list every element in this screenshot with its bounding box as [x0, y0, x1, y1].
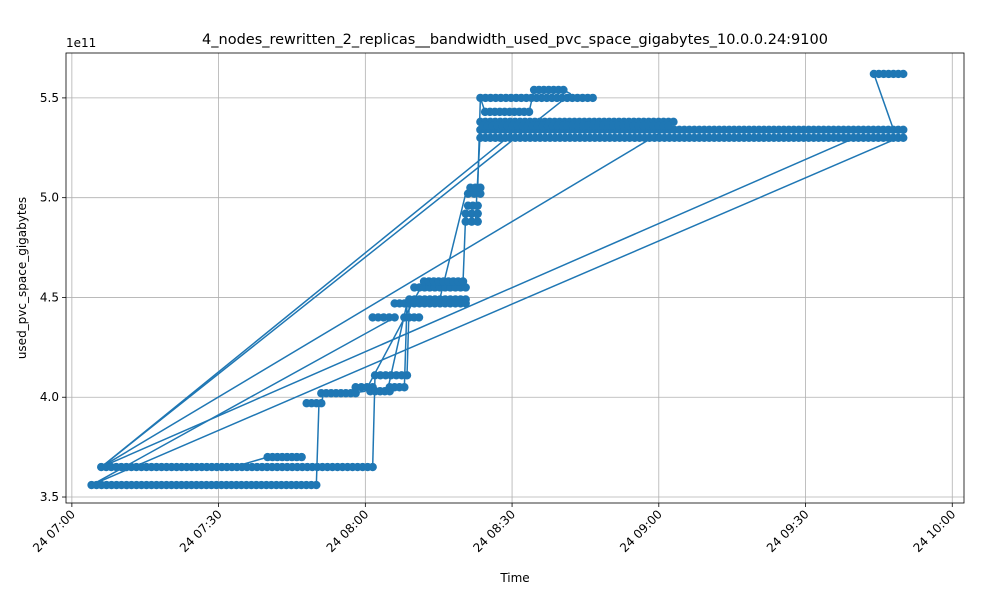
data-point: [473, 201, 482, 210]
y-tick-label: 5.0: [40, 191, 59, 205]
data-point: [351, 389, 360, 398]
data-point: [524, 107, 534, 117]
series-connector-line: [100, 133, 865, 468]
y-tick-label: 5.5: [40, 91, 59, 105]
data-point: [458, 277, 468, 286]
series-connector-line: [100, 133, 660, 468]
data-point: [467, 209, 476, 218]
series-connector-line: [315, 403, 320, 486]
data-point: [461, 299, 470, 308]
y-axis-offset-label: 1e11: [66, 36, 96, 50]
data-point: [467, 217, 476, 226]
chart-title: 4_nodes_rewritten_2_replicas__bandwidth_…: [202, 32, 828, 48]
axes-frame: [65, 52, 965, 504]
data-point: [899, 133, 908, 143]
data-point: [461, 209, 470, 218]
data-point: [312, 480, 321, 490]
y-tick-label: 4.5: [40, 290, 59, 304]
series-connector-line: [100, 133, 513, 468]
series-connector-line: [91, 137, 899, 486]
data-point: [664, 121, 673, 131]
data-point: [390, 313, 399, 322]
data-point: [899, 125, 908, 135]
series-connector-line: [406, 299, 411, 376]
data-series: [87, 69, 908, 490]
y-axis-ticks: 3.5 4.0 4.5 5.0 5.5: [40, 91, 66, 504]
y-axis-label: used_pvc_space_gigabytes: [15, 197, 29, 359]
data-point: [402, 371, 412, 380]
data-point: [476, 189, 485, 198]
series-connector-line: [91, 316, 396, 486]
data-point: [473, 209, 482, 218]
x-axis-label: Time: [499, 571, 529, 585]
y-tick-label: 3.5: [40, 490, 59, 504]
data-point: [461, 217, 470, 226]
data-point: [297, 452, 306, 462]
data-point: [473, 217, 482, 226]
data-point: [899, 69, 908, 79]
series-connector-line: [476, 97, 482, 188]
data-point: [414, 313, 424, 322]
data-point: [317, 399, 326, 408]
series-connector-line: [873, 73, 895, 131]
y-tick-label: 4.0: [40, 390, 59, 404]
data-point: [559, 85, 568, 95]
data-point: [476, 183, 485, 192]
data-point: [400, 383, 409, 392]
data-point: [588, 93, 597, 103]
series-connector-line: [100, 93, 572, 468]
data-point: [368, 462, 377, 472]
plot-area: [87, 69, 908, 490]
